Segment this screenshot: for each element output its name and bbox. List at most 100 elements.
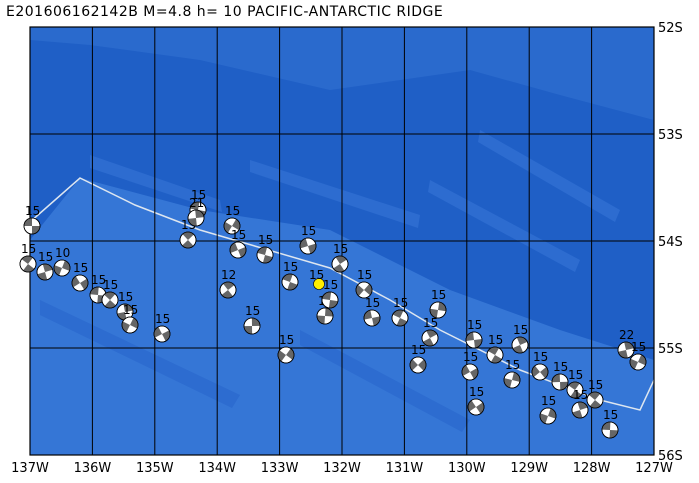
mechanism-depth-label: 21	[189, 196, 204, 210]
lat-label: 52S	[658, 21, 683, 36]
epicenter-depth-label: 15	[309, 268, 324, 282]
mechanism-depth-label: 15	[513, 323, 528, 337]
mechanism-depth-label: 15	[25, 204, 40, 218]
lon-label: 137W	[11, 461, 49, 476]
mechanism-depth-label: 15	[467, 318, 482, 332]
focal-mechanism[interactable]: 15	[331, 242, 349, 273]
mechanism-depth-label: 15	[225, 204, 240, 218]
mechanism-depth-label: 15	[118, 290, 133, 304]
mechanism-depth-label: 15	[38, 250, 53, 264]
focal-mechanism[interactable]: 15	[566, 368, 584, 399]
mechanism-depth-label: 15	[21, 242, 36, 256]
map-frame	[29, 26, 655, 456]
mechanism-depth-label: 15	[279, 333, 294, 347]
mechanism-depth-label: 15	[541, 394, 556, 408]
lon-label: 135W	[136, 461, 174, 476]
mechanism-depth-label: 15	[191, 188, 206, 202]
focal-mechanism[interactable]: 15	[511, 323, 529, 354]
mechanism-depth-label: 15	[231, 228, 246, 242]
mechanism-depth-label: 15	[553, 360, 568, 374]
mechanism-depth-label: 15	[463, 350, 478, 364]
focal-mechanism[interactable]: 21	[187, 196, 205, 227]
focal-mechanism[interactable]: 15	[121, 303, 139, 334]
focal-mechanism[interactable]: 15	[36, 250, 54, 281]
lon-label: 128W	[573, 461, 611, 476]
focal-mechanism[interactable]: 10	[53, 246, 71, 277]
focal-mechanism[interactable]: 15	[465, 318, 483, 349]
lon-label: 133W	[261, 461, 299, 476]
mechanism-depth-label: 15	[488, 333, 503, 347]
mechanism-depth-label: 15	[155, 312, 170, 326]
focal-mechanism[interactable]: 15	[551, 360, 569, 391]
lon-label: 134W	[198, 461, 236, 476]
mechanism-depth-label: 15	[301, 224, 316, 238]
focal-mechanism[interactable]: 15	[486, 333, 504, 364]
focal-mechanism[interactable]: 15	[461, 350, 479, 381]
focal-mechanism[interactable]: 15	[355, 268, 373, 299]
mechanism-depth-label: 15	[357, 268, 372, 282]
focal-mechanism[interactable]: 15	[429, 288, 447, 319]
focal-mechanism[interactable]: 22	[617, 328, 635, 359]
focal-mechanism[interactable]: 15	[571, 388, 589, 419]
focal-mechanism[interactable]: 15	[256, 233, 274, 264]
mechanism-depth-label: 15	[103, 278, 118, 292]
lat-label: 55S	[658, 342, 683, 357]
mechanism-depth-label: 15	[323, 278, 338, 292]
lon-label: 136W	[74, 461, 112, 476]
focal-mechanism[interactable]: 15	[299, 224, 317, 255]
mechanism-depth-label: 12	[221, 268, 236, 282]
mechanism-depth-label: 15	[73, 261, 88, 275]
focal-mechanism[interactable]: 15	[503, 358, 521, 389]
lat-label: 53S	[658, 128, 683, 143]
focal-mechanism[interactable]: 15	[89, 273, 107, 304]
map-title: E201606162142B M=4.8 h= 10 PACIFIC-ANTAR…	[6, 4, 444, 20]
mechanism-depth-label: 15	[365, 296, 380, 310]
focal-mechanism[interactable]: 15	[277, 333, 295, 364]
focal-mechanism[interactable]: 15	[467, 385, 485, 416]
grid-lines	[30, 27, 654, 455]
lat-label: 56S	[658, 449, 683, 464]
focal-mechanism[interactable]: 15	[243, 304, 261, 335]
focal-mechanism[interactable]: 15	[116, 290, 134, 321]
mechanism-depth-label: 15	[588, 378, 603, 392]
focal-mechanism[interactable]: 15	[601, 408, 619, 439]
focal-mechanism[interactable]: 15	[101, 278, 119, 309]
mechanism-depth-label: 15	[573, 388, 588, 402]
fracture-zone-layer	[40, 130, 620, 432]
focal-mechanism[interactable]: 15	[19, 242, 37, 273]
mechanism-depth-label: 15	[123, 303, 138, 317]
mechanism-depth-label: 15	[333, 242, 348, 256]
focal-mechanism[interactable]: 15	[281, 260, 299, 291]
epicenter-marker[interactable]	[313, 278, 325, 290]
mechanism-depth-label: 15	[505, 358, 520, 372]
mechanism-depth-label: 15	[631, 340, 646, 354]
mechanism-depth-label: 15	[283, 260, 298, 274]
focal-mechanism[interactable]: 15	[391, 296, 409, 327]
lon-label: 127W	[635, 461, 673, 476]
focal-mechanism[interactable]: 15	[629, 340, 647, 371]
mechanism-depth-label: 15	[469, 385, 484, 399]
mechanism-depth-label: 15	[258, 233, 273, 247]
focal-mechanism[interactable]: 15	[409, 343, 427, 374]
focal-mechanism[interactable]: 15	[321, 278, 339, 309]
lon-label: 132W	[323, 461, 361, 476]
mechanism-depth-label: 15	[393, 296, 408, 310]
focal-mechanism[interactable]: 15	[153, 312, 171, 343]
focal-mechanism[interactable]: 15	[23, 204, 41, 235]
focal-mechanism[interactable]: 15	[421, 316, 439, 347]
lat-label: 54S	[658, 235, 683, 250]
lon-label: 131W	[386, 461, 424, 476]
mechanism-depth-label: 15	[533, 350, 548, 364]
focal-mechanism[interactable]: 15	[586, 378, 604, 409]
focal-mechanism[interactable]: 15	[223, 204, 241, 235]
focal-mechanism[interactable]: 15	[229, 228, 247, 259]
focal-mechanism[interactable]: 15	[71, 261, 89, 292]
focal-mechanism[interactable]: 15	[363, 296, 381, 327]
focal-mechanism[interactable]: 15	[539, 394, 557, 425]
mechanism-depth-label: 15	[568, 368, 583, 382]
mechanism-depth-label: 10	[55, 246, 70, 260]
mechanism-depth-label: 15	[411, 343, 426, 357]
focal-mechanism[interactable]: 12	[219, 268, 237, 299]
focal-mechanism[interactable]: 15	[531, 350, 549, 381]
